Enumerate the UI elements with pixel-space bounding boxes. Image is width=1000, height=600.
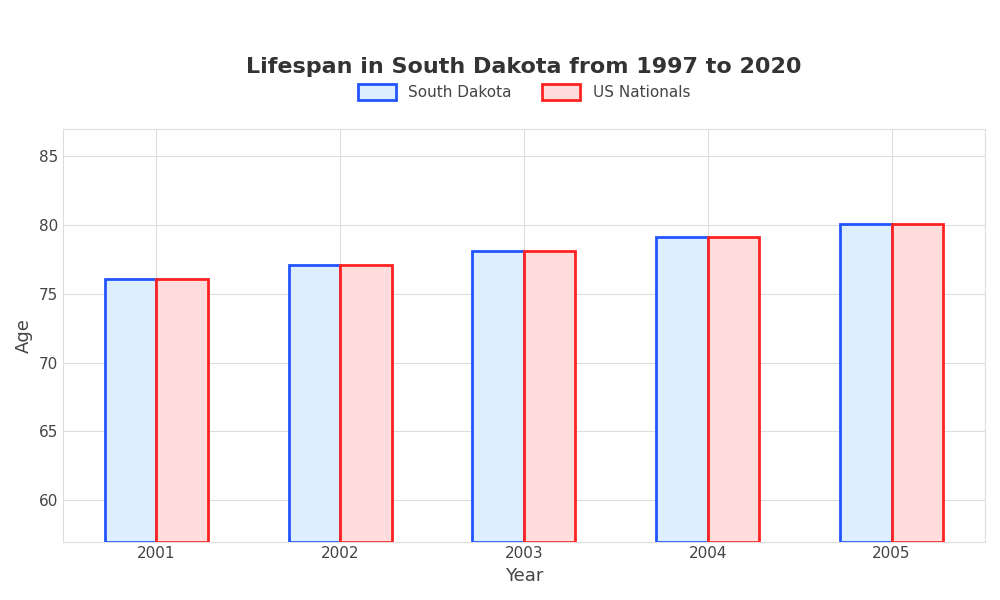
Bar [892, 224, 943, 542]
Bar [840, 224, 892, 542]
Bar [156, 278, 208, 542]
Y-axis label: Age: Age [15, 317, 33, 353]
Bar [340, 265, 392, 542]
Legend: South Dakota, US Nationals: South Dakota, US Nationals [352, 79, 696, 107]
Bar [656, 238, 708, 542]
Bar [472, 251, 524, 542]
Bar [524, 251, 575, 542]
Bar [105, 278, 156, 542]
Title: Lifespan in South Dakota from 1997 to 2020: Lifespan in South Dakota from 1997 to 20… [246, 57, 802, 77]
X-axis label: Year: Year [505, 567, 543, 585]
Bar [289, 265, 340, 542]
Bar [708, 238, 759, 542]
